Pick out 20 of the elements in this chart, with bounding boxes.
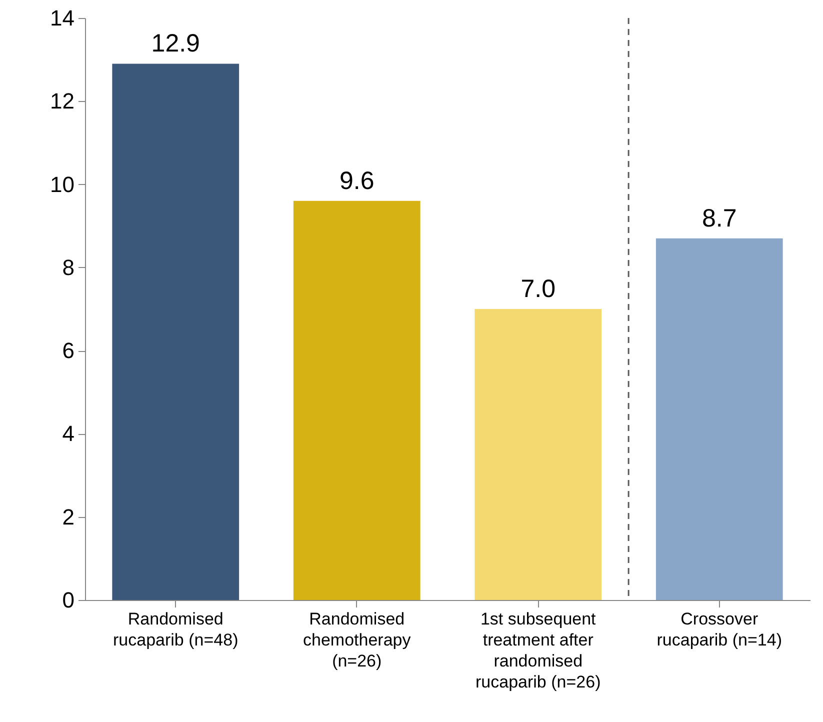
data-label: 12.9 [151,30,200,58]
y-tick-label: 10 [50,172,74,197]
x-tick-label: Randomised chemotherapy (n=26) [303,610,412,670]
data-label: 9.6 [339,166,374,195]
x-tick-label: Crossover rucaparib (n=14) [656,610,782,650]
x-tick-label: 1st subsequent treatment after randomised rucaparib (n=26) [476,610,601,692]
y-tick-label: 2 [62,504,74,530]
y-tick-label: 6 [62,338,74,364]
data-label: 8.7 [702,204,737,232]
bar [112,64,240,600]
y-tick-label: 8 [62,254,74,280]
bar [293,200,420,600]
data-label: 7.0 [520,275,556,303]
y-tick-label: 0 [62,588,74,612]
y-tick-label: 12 [50,88,74,114]
bar [656,238,783,600]
y-tick-label: 14 [50,6,74,30]
y-tick-label: 4 [62,421,74,446]
x-tick-label: Randomised rucaparib (n=48) [113,610,238,650]
bar [474,309,602,600]
